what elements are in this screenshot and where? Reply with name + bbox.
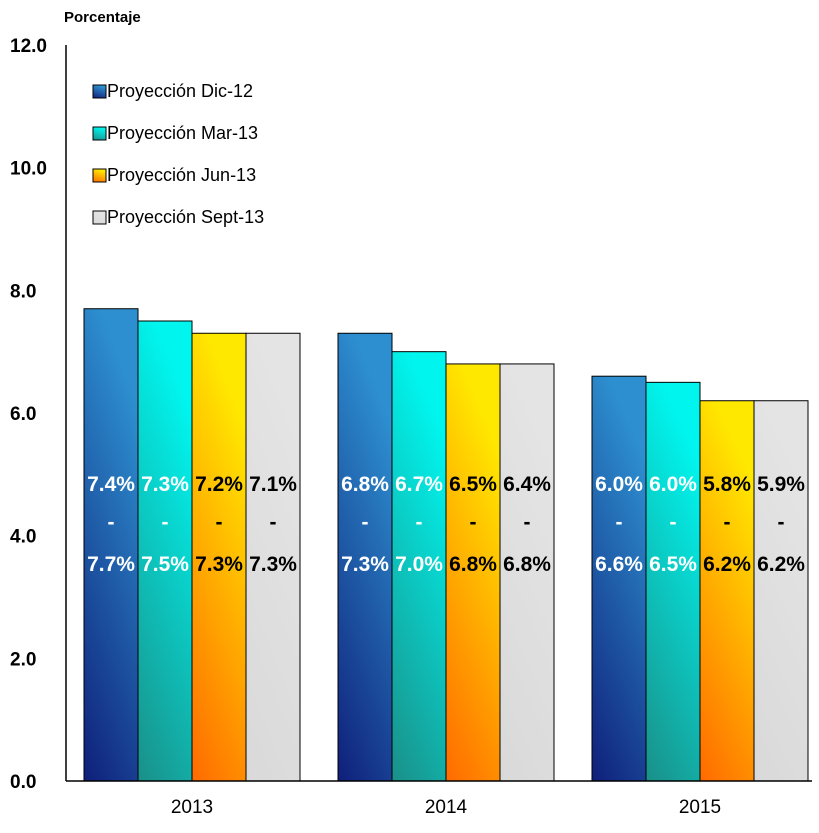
y-tick-label: 4.0 [10, 527, 36, 548]
bar-data-label: 7.3% [341, 553, 389, 576]
bar-data-label: 6.8% [449, 553, 497, 576]
bar-data-label: 7.1% [249, 473, 297, 496]
y-tick-label: 12.0 [10, 36, 47, 57]
bar-data-label: - [778, 511, 785, 534]
bar [83, 308, 139, 782]
bar [645, 381, 701, 782]
axes-layer: 0.0 2.0 4.0 6.0 8.0 10.0 12.0 2013 2014 2015 [10, 36, 812, 818]
bar-data-label: - [270, 511, 277, 534]
legend-swatch [92, 126, 107, 141]
bar [445, 363, 501, 782]
y-tick-label: 0.0 [10, 772, 36, 793]
bar [337, 332, 393, 782]
bar-data-label: 6.7% [395, 473, 443, 496]
bar-data-label: 6.5% [449, 473, 497, 496]
legend-label: Proyección Jun-13 [107, 165, 256, 185]
legend-label: Proyección Dic-12 [107, 81, 253, 101]
bar-data-label: 7.7% [87, 553, 135, 576]
bar-data-label: 6.2% [757, 553, 805, 576]
legend-swatch [92, 168, 107, 183]
legend-swatch [92, 210, 107, 225]
bar-data-label: - [470, 511, 477, 534]
bar-data-label: - [216, 511, 223, 534]
bar-data-label: - [416, 511, 423, 534]
legend-swatch [92, 84, 107, 99]
data-labels-layer: 7.4% - 7.7% 7.3% - 7.5% 7.2% - 7.3% 7.1% - 7.3% 6.8%… [87, 473, 805, 576]
bar-data-label: 6.2% [703, 553, 751, 576]
bar-data-label: - [162, 511, 169, 534]
legend-label: Proyección Mar-13 [107, 123, 258, 143]
x-category-label: 2014 [425, 797, 468, 818]
y-tick-label: 10.0 [10, 159, 47, 180]
bar [245, 332, 301, 782]
bar-data-label: - [108, 511, 115, 534]
bar [499, 363, 555, 782]
y-axis-label: Porcentaje [64, 9, 141, 26]
bar-data-label: 5.9% [757, 473, 805, 496]
bar-data-label: 7.3% [141, 473, 189, 496]
bar-data-label: 6.8% [503, 553, 551, 576]
bar-data-label: 6.0% [595, 473, 643, 496]
bar [591, 375, 647, 782]
bar-data-label: - [724, 511, 731, 534]
bar-data-label: 7.0% [395, 553, 443, 576]
y-tick-label: 8.0 [10, 281, 36, 302]
bar-data-label: 7.2% [195, 473, 243, 496]
bar [699, 400, 755, 782]
bar [191, 332, 247, 782]
bar [137, 320, 193, 782]
bar-data-label: 7.5% [141, 553, 189, 576]
bar-data-label: 6.0% [649, 473, 697, 496]
bar-data-label: - [670, 511, 677, 534]
bar [391, 351, 447, 782]
bars-layer [83, 308, 809, 782]
bar-data-label: 6.6% [595, 553, 643, 576]
bar-data-label: - [524, 511, 531, 534]
bar [753, 400, 809, 782]
bar-data-label: - [362, 511, 369, 534]
y-tick-label: 6.0 [10, 404, 36, 425]
bar-data-label: 6.5% [649, 553, 697, 576]
x-category-label: 2013 [171, 797, 213, 818]
bar-data-label: 7.4% [87, 473, 135, 496]
bar-data-label: 5.8% [703, 473, 751, 496]
bar-data-label: 6.8% [341, 473, 389, 496]
legend: Proyección Dic-12 Proyección Mar-13 Proyec… [92, 81, 264, 227]
bar-data-label: 7.3% [249, 553, 297, 576]
x-category-label: 2015 [679, 797, 721, 818]
y-tick-label: 2.0 [10, 649, 36, 670]
bar-data-label: 6.4% [503, 473, 551, 496]
bar-data-label: - [616, 511, 623, 534]
bar-data-label: 7.3% [195, 553, 243, 576]
legend-label: Proyección Sept-13 [107, 207, 264, 227]
